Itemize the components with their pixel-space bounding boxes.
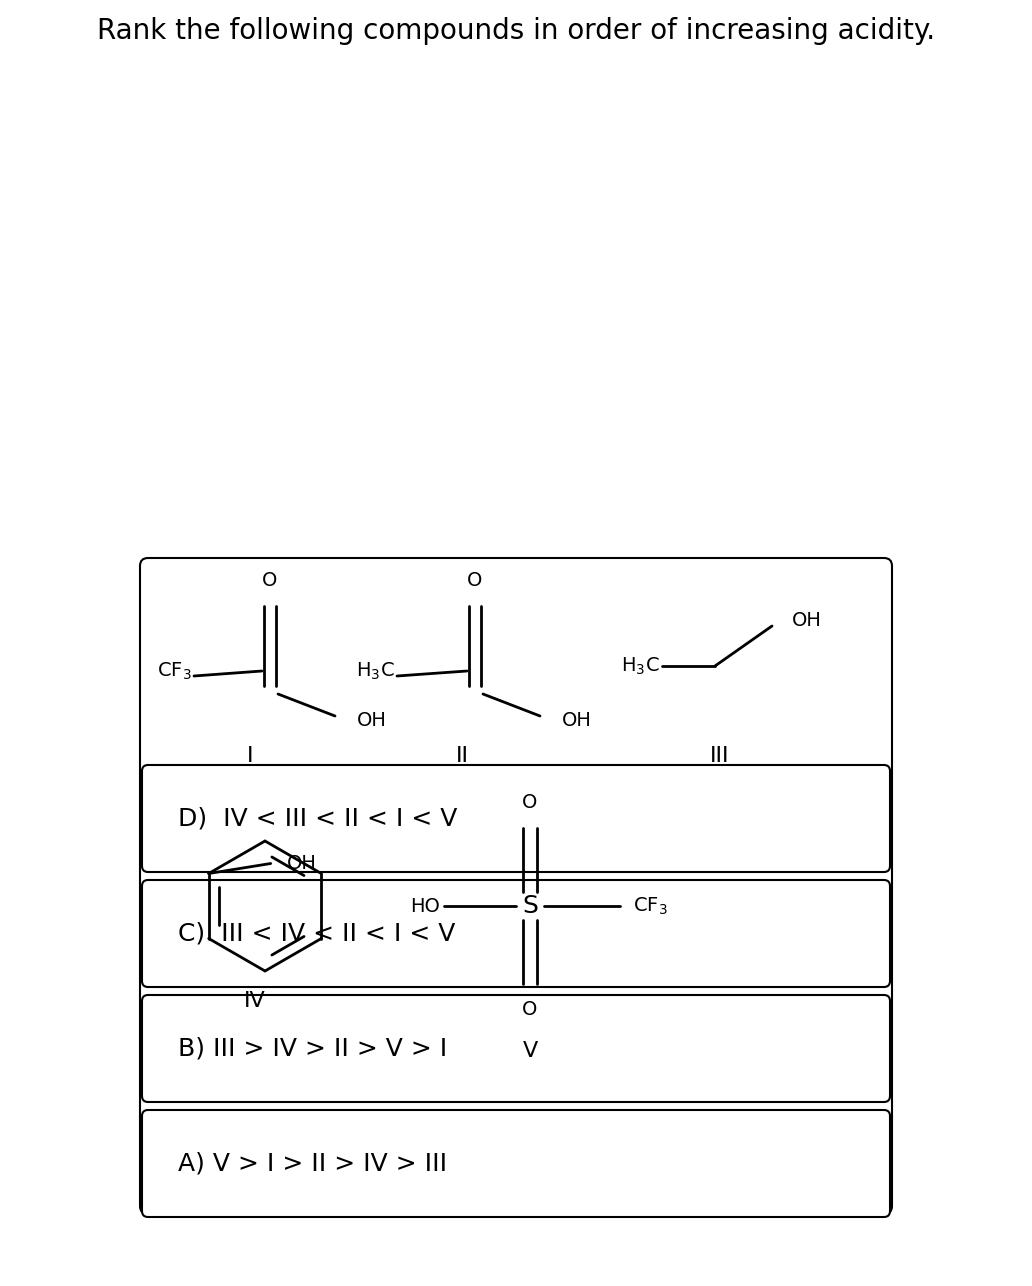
Text: O: O — [522, 793, 538, 811]
FancyBboxPatch shape — [142, 880, 890, 986]
Text: A) V > I > II > IV > III: A) V > I > II > IV > III — [178, 1151, 447, 1175]
Text: OH: OH — [562, 711, 592, 730]
FancyBboxPatch shape — [140, 558, 892, 1214]
Text: II: II — [455, 746, 469, 766]
Text: H$_3$C: H$_3$C — [621, 656, 660, 676]
Text: I: I — [247, 746, 253, 766]
FancyBboxPatch shape — [142, 1110, 890, 1217]
Text: S: S — [522, 894, 538, 918]
Text: B) III > IV > II > V > I: B) III > IV > II > V > I — [178, 1037, 447, 1061]
Text: C)  III < IV < II < I < V: C) III < IV < II < I < V — [178, 922, 455, 945]
Text: CF$_3$: CF$_3$ — [633, 895, 668, 917]
FancyBboxPatch shape — [142, 765, 890, 872]
Text: Rank the following compounds in order of increasing acidity.: Rank the following compounds in order of… — [97, 17, 935, 45]
Text: O: O — [262, 571, 278, 590]
FancyBboxPatch shape — [142, 995, 890, 1102]
Text: V: V — [522, 1040, 538, 1061]
Text: CF$_3$: CF$_3$ — [158, 660, 192, 682]
Text: D)  IV < III < II < I < V: D) IV < III < II < I < V — [178, 806, 457, 831]
Text: IV: IV — [245, 992, 266, 1011]
Text: OH: OH — [792, 612, 821, 630]
Text: OH: OH — [357, 711, 387, 730]
Text: O: O — [467, 571, 483, 590]
Text: OH: OH — [287, 854, 317, 873]
Text: O: O — [522, 1001, 538, 1019]
Text: III: III — [710, 746, 730, 766]
Text: H$_3$C: H$_3$C — [356, 660, 395, 682]
Text: HO: HO — [410, 896, 440, 916]
